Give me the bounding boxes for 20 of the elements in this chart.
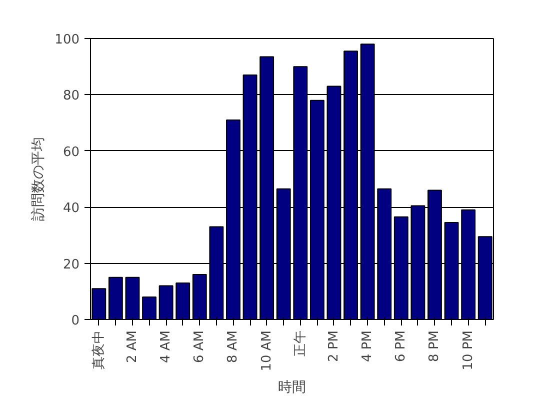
x-tick-label: 6 PM <box>394 330 409 362</box>
y-tick-label: 80 <box>62 88 80 104</box>
x-tick-label: 8 AM <box>226 330 241 364</box>
x-tick-label: 8 PM <box>427 330 442 362</box>
x-tick-label: 真夜中 <box>90 330 106 370</box>
x-axis-title: 時間 <box>278 379 306 396</box>
x-tick-label: 2 PM <box>326 330 342 362</box>
x-tick-label: 4 AM <box>158 330 174 364</box>
x-tick-label: 2 AM <box>124 330 140 364</box>
y-tick-label: 60 <box>62 144 80 160</box>
y-tick-label: 100 <box>54 32 80 48</box>
x-tick-label: 6 AM <box>192 330 208 364</box>
y-tick-label: 0 <box>71 314 80 328</box>
y-axis-title: 訪問数の平均 <box>30 137 47 221</box>
x-tick-label: 4 PM <box>360 330 376 362</box>
x-tick-label: 10 AM <box>259 330 274 372</box>
x-tick-label: 10 PM <box>460 330 476 370</box>
y-tick-label: 40 <box>62 201 80 216</box>
x-tick-label: 正午 <box>292 330 308 356</box>
y-tick-label: 20 <box>62 257 80 272</box>
